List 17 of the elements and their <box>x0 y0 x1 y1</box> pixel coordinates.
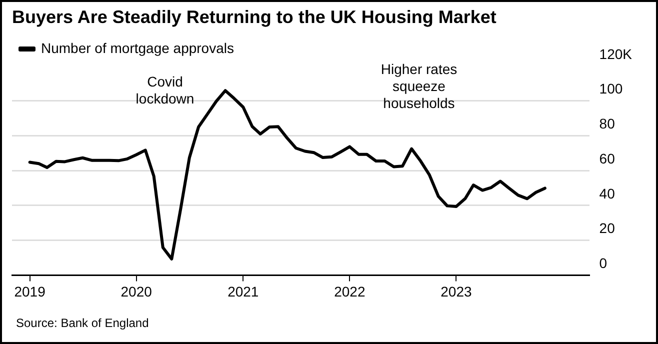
x-tick-label: 2022 <box>334 283 366 300</box>
annotation: Covid lockdown <box>136 73 194 106</box>
y-tick-label: 100 <box>599 80 623 97</box>
y-tick-label: 0 <box>599 255 608 272</box>
x-tick-label: 2020 <box>120 283 152 300</box>
y-tick-label: 80 <box>599 116 616 132</box>
chart-title: Buyers Are Steadily Returning to the UK Housing Market <box>12 7 496 28</box>
y-tick-label: 40 <box>599 185 616 202</box>
legend-label: Number of mortgage approvals <box>41 40 234 56</box>
x-tick-label: 2019 <box>14 283 46 300</box>
x-tick-label: 2023 <box>440 283 472 300</box>
y-tick-label: 60 <box>599 150 616 166</box>
source-note: Source: Bank of England <box>16 316 149 330</box>
annotation: Higher rates squeeze households <box>380 60 458 111</box>
y-tick-label: 120K <box>599 46 633 62</box>
x-tick-label: 2021 <box>228 283 259 300</box>
y-tick-label: 20 <box>599 220 616 236</box>
